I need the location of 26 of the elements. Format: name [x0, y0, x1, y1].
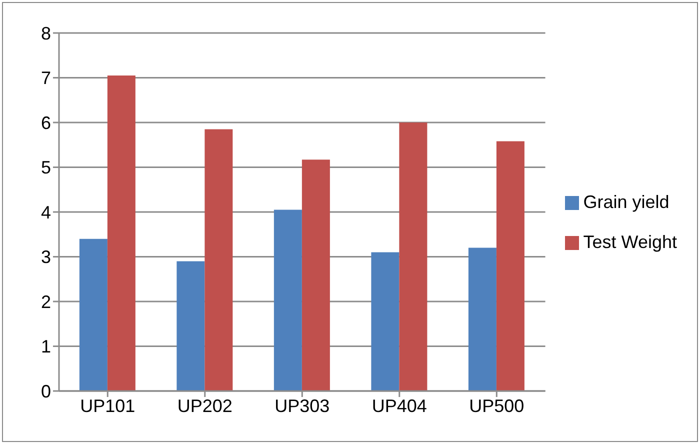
bar [302, 160, 330, 391]
bar [399, 122, 428, 391]
bar [274, 210, 302, 391]
bar [468, 248, 496, 391]
y-tick-label: 7 [40, 68, 51, 88]
y-tick-label: 3 [40, 247, 51, 268]
y-tick-label: 1 [40, 336, 51, 357]
legend-label: Grain yield [583, 192, 670, 212]
bar [204, 129, 233, 391]
x-tick-label: UP202 [177, 396, 232, 416]
y-tick-label: 5 [40, 158, 51, 178]
bar [371, 252, 400, 391]
x-tick-label: UP500 [469, 396, 524, 416]
x-tick-label: UP101 [80, 396, 136, 416]
bar [107, 76, 136, 391]
bar [496, 141, 524, 391]
bar [79, 238, 108, 391]
x-tick-label: UP303 [274, 396, 330, 416]
legend-label: Test Weight [583, 232, 677, 252]
y-tick-label: 6 [40, 112, 51, 133]
bar [176, 261, 205, 391]
y-tick-label: 2 [40, 292, 51, 312]
y-tick-label: 0 [40, 381, 51, 402]
x-tick-label: UP404 [372, 396, 427, 416]
y-tick-label: 4 [40, 202, 51, 222]
y-tick-label: 8 [40, 23, 51, 44]
